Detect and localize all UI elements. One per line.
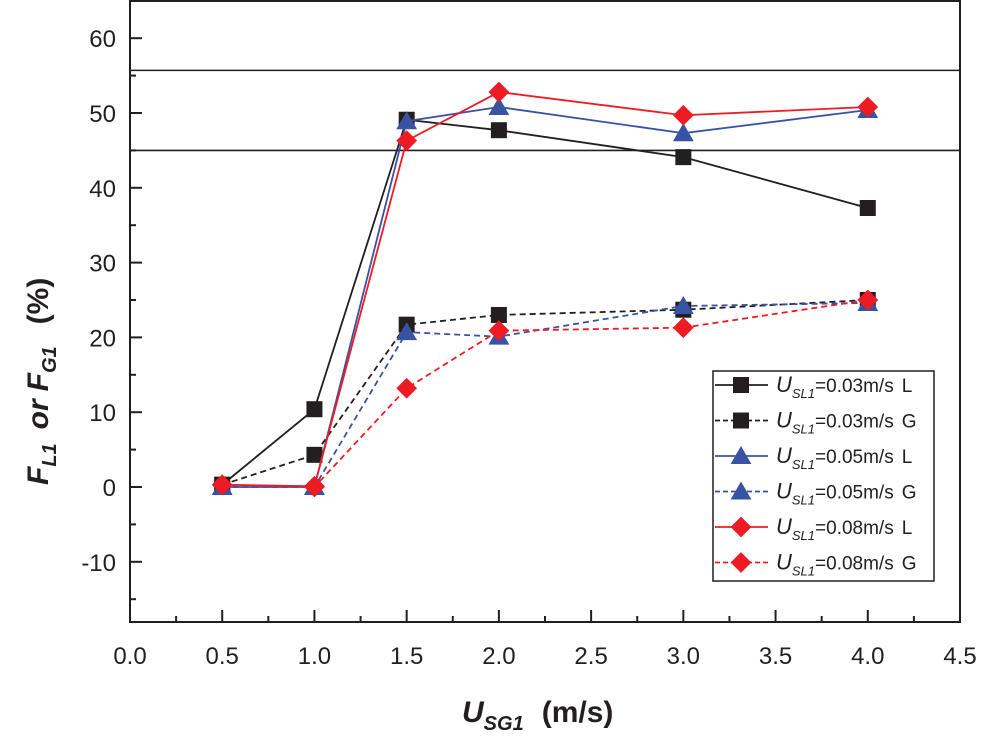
legend-sub: SL1: [792, 422, 815, 437]
legend-label: USL1=0.03m/s L: [776, 372, 912, 401]
square-marker: [859, 199, 876, 216]
series-line: [222, 302, 868, 488]
x-tick-label: 1.5: [390, 643, 423, 670]
y-tick-label: 40: [89, 176, 116, 203]
legend-value: =0.03m/s: [815, 376, 894, 397]
triangle-marker: [730, 446, 752, 464]
triangle-marker: [488, 97, 510, 116]
diamond-marker: [857, 96, 879, 118]
legend-label: USL1=0.05m/s G: [776, 479, 917, 508]
legend-phase: L: [902, 518, 913, 539]
legend-phase: L: [902, 447, 913, 468]
legend-item: USL1=0.08m/s G: [715, 550, 917, 579]
triangle-marker: [672, 123, 694, 142]
legend-value: =0.08m/s: [815, 554, 894, 575]
legend-item: USL1=0.03m/s G: [715, 408, 917, 437]
square-marker: [733, 377, 749, 393]
y-axis-title: FL1orFG1(%): [22, 278, 61, 485]
x-tick-label: 4.0: [851, 643, 884, 670]
legend-u: U: [776, 550, 792, 575]
square-marker: [675, 149, 692, 166]
legend-box: [712, 370, 935, 582]
legend-item: USL1=0.05m/s L: [715, 443, 912, 472]
legend-u: U: [776, 443, 792, 468]
legend-value: =0.08m/s: [815, 518, 894, 539]
x-tick-label: 4.5: [943, 643, 976, 670]
series-line: [222, 91, 868, 488]
legend-phase: G: [902, 483, 917, 504]
diamond-marker: [304, 476, 325, 498]
y-tick-label: -10: [81, 550, 116, 577]
y-tick-label: 0: [103, 475, 116, 502]
legend-phase: L: [902, 376, 913, 397]
diamond-marker: [211, 474, 233, 496]
x-tick-label: 1.0: [298, 643, 331, 670]
y-tick-label: 30: [89, 251, 116, 278]
diamond-marker: [396, 377, 418, 399]
legend-value: =0.05m/s: [815, 483, 894, 504]
legend-item: USL1=0.08m/s L: [715, 514, 912, 543]
x-tick-label: 0.5: [206, 643, 239, 670]
triangle-marker: [672, 295, 694, 314]
y-tick-label: 20: [89, 325, 116, 352]
legend-sub: SL1: [792, 564, 815, 579]
legend-u: U: [776, 372, 792, 397]
legend-sub: SL1: [792, 386, 815, 401]
diamond-marker: [488, 81, 510, 103]
square-marker: [490, 122, 507, 139]
x-tick-label: 3.0: [667, 643, 700, 670]
series-line: [221, 118, 869, 486]
legend-label: USL1=0.05m/s L: [776, 443, 912, 472]
legend-phase: G: [902, 412, 917, 433]
legend-value: =0.03m/s: [815, 412, 894, 433]
diamond-marker: [857, 289, 879, 311]
series-line: [222, 106, 868, 488]
legend-label: USL1=0.08m/s G: [776, 550, 917, 579]
series-line: [222, 299, 868, 488]
diamond-marker: [730, 516, 752, 538]
legend-sub: SL1: [792, 528, 815, 543]
legend-value: =0.05m/s: [815, 447, 894, 468]
legend-u: U: [776, 514, 792, 539]
diamond-marker: [730, 552, 752, 573]
triangle-marker: [396, 111, 418, 130]
series-line: [221, 299, 868, 486]
triangle-marker: [730, 481, 752, 500]
square-marker: [306, 446, 323, 463]
legend-u: U: [776, 479, 792, 504]
diamond-marker: [672, 104, 694, 126]
x-tick-label: 2.5: [574, 643, 607, 670]
legend-phase: G: [902, 554, 917, 575]
diamond-marker: [396, 130, 418, 152]
x-tick-label: 0.0: [113, 643, 146, 670]
legend-label: USL1=0.08m/s L: [776, 514, 912, 543]
diamond-marker: [488, 320, 510, 342]
y-tick-label: 10: [89, 400, 116, 427]
square-marker: [490, 306, 507, 323]
legend-sub: SL1: [792, 457, 815, 472]
legend-label: USL1=0.03m/s G: [776, 408, 917, 437]
square-marker: [733, 412, 749, 429]
square-marker: [306, 401, 323, 418]
y-tick-label: 60: [89, 26, 116, 53]
x-tick-label: 2.0: [482, 643, 515, 670]
x-axis-title: USG1 (m/s): [462, 696, 613, 735]
x-tick-label: 3.5: [759, 643, 792, 670]
legend-item: USL1=0.03m/s L: [715, 372, 912, 401]
legend-u: U: [776, 408, 792, 433]
legend-sub: SL1: [792, 493, 815, 508]
diamond-marker: [672, 317, 694, 339]
legend-item: USL1=0.05m/s G: [715, 479, 917, 508]
triangle-marker: [396, 322, 418, 341]
series-6: [211, 289, 879, 498]
y-tick-label: 50: [89, 101, 116, 128]
